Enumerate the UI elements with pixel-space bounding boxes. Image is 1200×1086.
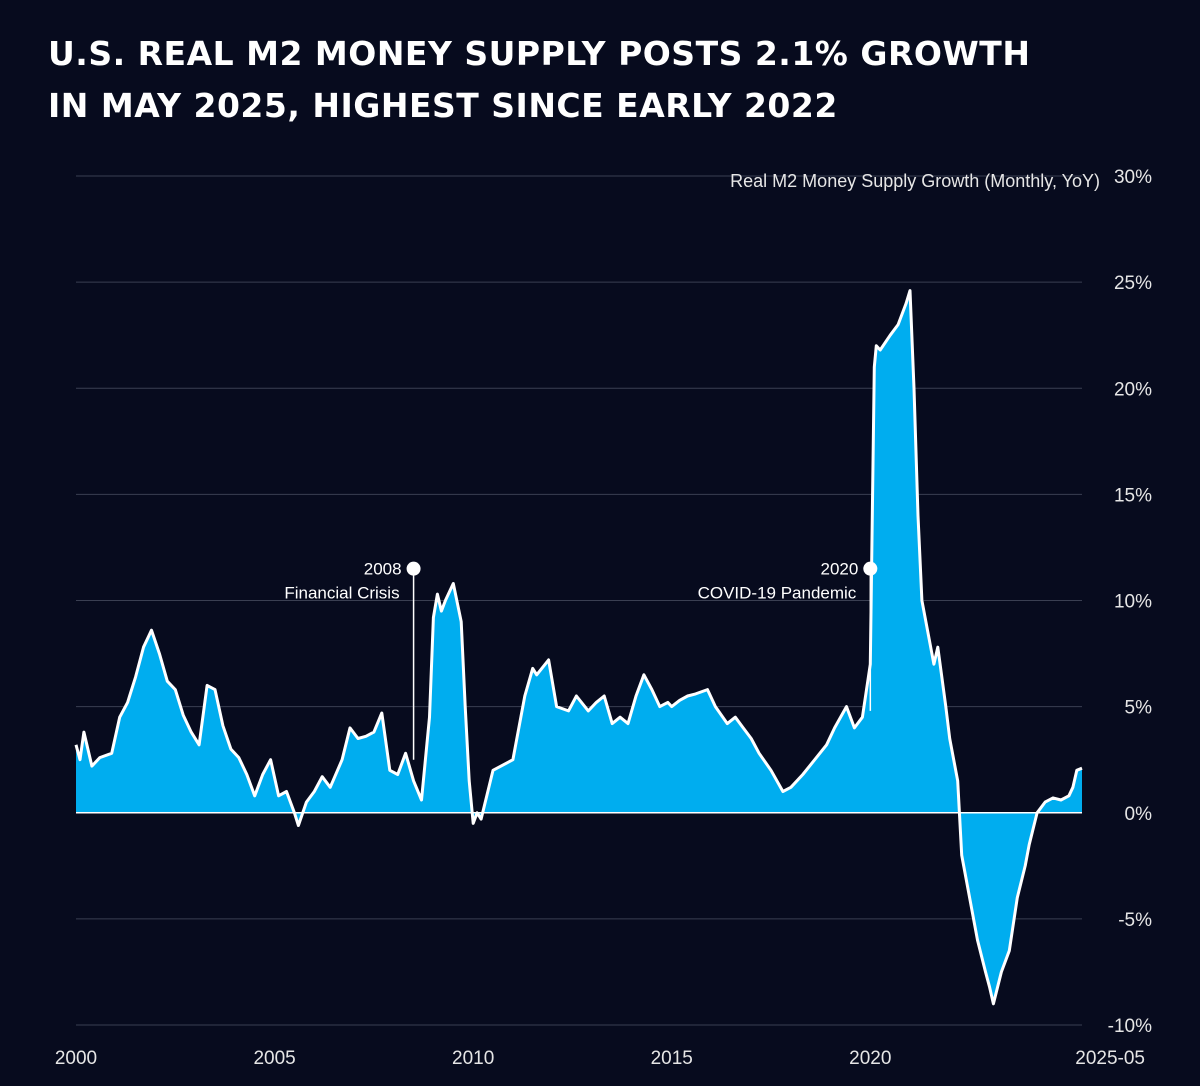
y-tick-label: -10%	[1108, 1016, 1152, 1037]
annotation-marker	[406, 561, 421, 576]
x-tick-label: 2025-05	[1075, 1048, 1145, 1069]
annotation-label: COVID-19 Pandemic	[698, 584, 857, 603]
annotations: 2008 Financial Crisis 2020 COVID-19 Pandemi…	[284, 560, 878, 760]
x-tick-label: 2015	[651, 1048, 693, 1069]
grid-lines	[76, 175, 1082, 1026]
y-tick-label: 5%	[1125, 698, 1153, 719]
annotation-year: 2020	[820, 560, 858, 579]
y-axis-ticks: 30% 25% 20% 15% 10% 5% 0% -5% -10%	[1108, 167, 1152, 1037]
chart-title: U.S. REAL M2 MONEY SUPPLY POSTS 2.1% GRO…	[48, 28, 1168, 132]
x-tick-label: 2000	[55, 1048, 97, 1069]
x-tick-label: 2020	[849, 1048, 891, 1069]
y-tick-label: 0%	[1125, 804, 1153, 825]
x-tick-label: 2005	[253, 1048, 295, 1069]
annotation-2008: 2008 Financial Crisis	[284, 560, 421, 760]
annotation-year: 2008	[364, 560, 402, 579]
annotation-label: Financial Crisis	[284, 584, 399, 603]
y-tick-label: 30%	[1114, 167, 1152, 188]
y-tick-label: 10%	[1114, 592, 1152, 613]
series-line	[74, 289, 1083, 1006]
chart-title-line-1: U.S. REAL M2 MONEY SUPPLY POSTS 2.1% GRO…	[48, 34, 1031, 73]
x-tick-label: 2010	[452, 1048, 494, 1069]
area-layer	[74, 289, 1083, 1006]
x-axis-ticks: 2000 2005 2010 2015 2020 2025-05	[55, 1048, 1145, 1069]
y-axis-label: Real M2 Money Supply Growth (Monthly, Yo…	[730, 171, 1100, 191]
series-area	[76, 290, 1082, 1004]
y-tick-label: -5%	[1118, 910, 1152, 931]
chart-title-line-2: IN MAY 2025, HIGHEST SINCE EARLY 2022	[48, 86, 838, 125]
y-tick-label: 25%	[1114, 273, 1152, 294]
y-tick-label: 15%	[1114, 485, 1152, 506]
annotation-2020: 2020 COVID-19 Pandemic	[698, 560, 878, 711]
annotation-marker	[863, 561, 878, 576]
y-tick-label: 20%	[1114, 379, 1152, 400]
